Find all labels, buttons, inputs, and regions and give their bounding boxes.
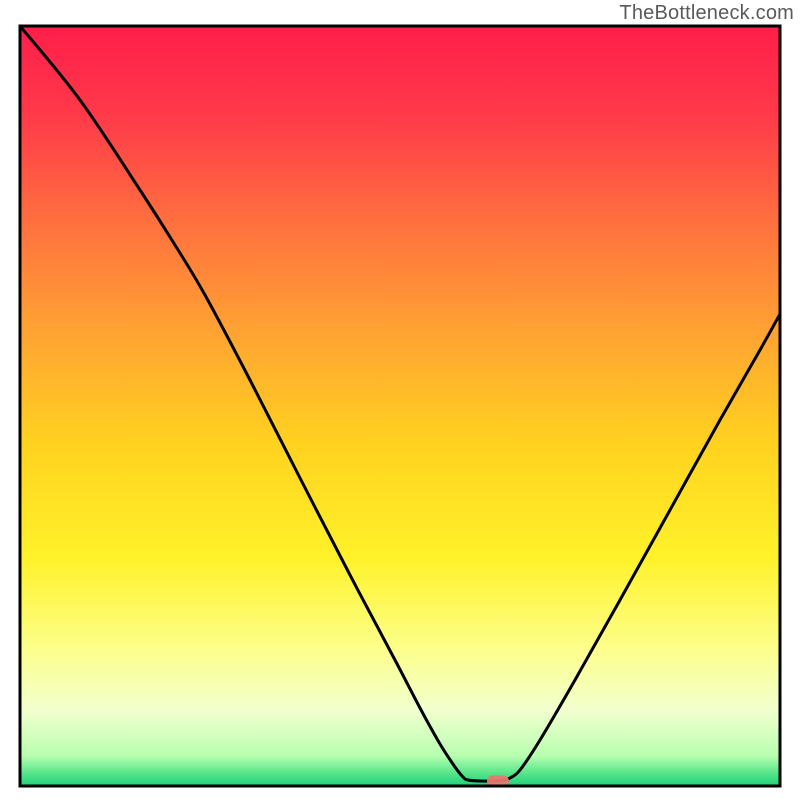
bottleneck-chart — [0, 0, 800, 800]
watermark-text: TheBottleneck.com — [619, 2, 794, 25]
chart-container: TheBottleneck.com — [0, 0, 800, 800]
